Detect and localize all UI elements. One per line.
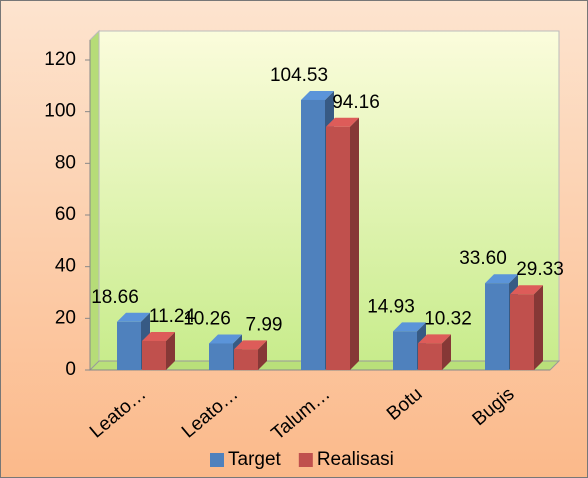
y-tick-label: 40 xyxy=(55,256,76,277)
bar-side xyxy=(166,331,175,370)
bar-top xyxy=(209,334,242,344)
y-tick-label: 80 xyxy=(55,152,76,173)
bar-side xyxy=(350,117,359,371)
bar-front xyxy=(393,331,417,370)
value-label: 10.26 xyxy=(183,309,231,330)
bar xyxy=(326,117,359,371)
y-tick-label: 20 xyxy=(55,307,76,328)
y-tick-label: 0 xyxy=(65,359,76,380)
y-tick-label: 60 xyxy=(55,204,76,225)
bar-front xyxy=(209,343,233,370)
y-tick-label: 100 xyxy=(44,101,76,122)
bar-top xyxy=(393,322,426,332)
y-tick-label: 120 xyxy=(44,49,76,70)
bar-side xyxy=(258,340,267,370)
value-label: 33.60 xyxy=(459,248,507,269)
bar-top xyxy=(485,274,518,284)
bar xyxy=(510,285,543,370)
value-label: 10.32 xyxy=(424,308,472,329)
value-label: 104.53 xyxy=(270,65,328,86)
legend-label: Target xyxy=(228,449,282,470)
bar-top xyxy=(234,340,267,350)
bar xyxy=(234,340,267,370)
bar-top xyxy=(418,334,451,344)
bar xyxy=(418,334,451,370)
legend-swatch xyxy=(298,453,313,467)
value-label: 94.16 xyxy=(332,92,380,113)
bar-front xyxy=(485,283,509,370)
side-wall xyxy=(89,29,100,372)
bar-top xyxy=(117,312,150,322)
bar-top xyxy=(510,285,543,295)
value-label: 14.93 xyxy=(367,296,415,317)
legend-label: Realisasi xyxy=(317,449,394,470)
bar-front xyxy=(301,99,325,370)
value-label: 29.33 xyxy=(516,259,564,280)
bar-front xyxy=(117,321,141,370)
bar-top xyxy=(326,117,359,127)
bar-side xyxy=(534,285,543,370)
bar-front xyxy=(234,349,258,370)
bar-top xyxy=(301,90,334,100)
bar-front xyxy=(418,343,442,370)
bar-front xyxy=(326,126,350,371)
value-label: 18.66 xyxy=(91,287,139,308)
value-label: 11.24 xyxy=(149,306,196,327)
bar-side xyxy=(442,334,451,370)
bar xyxy=(142,331,175,370)
bar-front xyxy=(510,294,534,370)
bar-front xyxy=(142,340,166,370)
bar-top xyxy=(142,331,175,341)
legend-swatch xyxy=(210,453,224,467)
value-label: 7.99 xyxy=(246,314,283,335)
